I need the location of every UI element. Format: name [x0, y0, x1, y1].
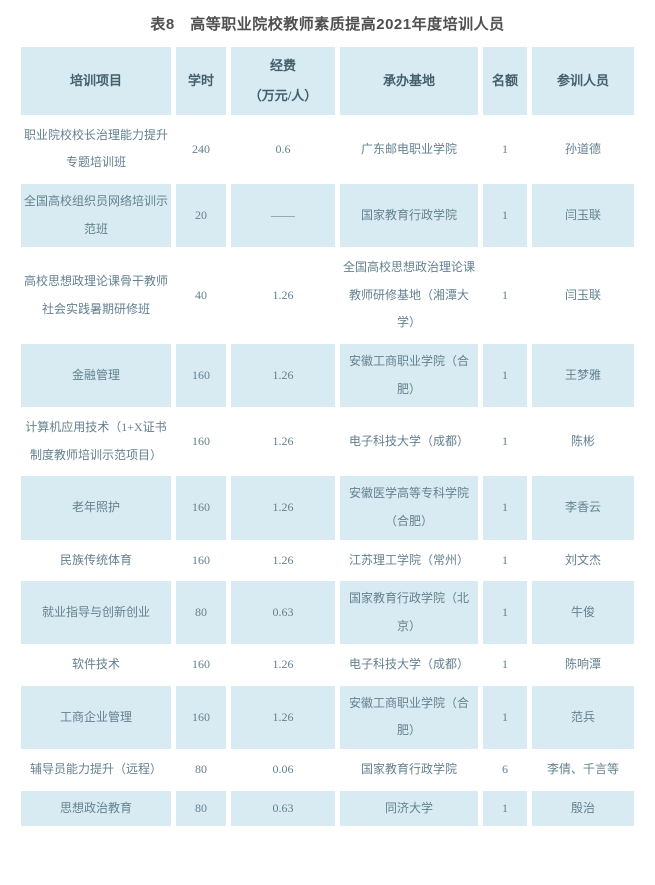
cell-hours: 40: [176, 250, 226, 341]
cell-quota: 1: [483, 581, 527, 645]
cell-project: 老年照护: [21, 476, 171, 540]
cell-participants: 李倩、千言等: [532, 752, 634, 788]
cell-base: 国家教育行政学院: [340, 183, 478, 248]
cell-hours: 80: [176, 752, 226, 788]
col-header-base: 承办基地: [340, 47, 478, 115]
cell-hours: 80: [176, 581, 226, 645]
cell-fee: 1.26: [231, 410, 335, 474]
cell-project: 高校思想政理论课骨干教师社会实践暑期研修班: [21, 250, 171, 341]
cell-base: 电子科技大学（成都）: [340, 410, 478, 474]
cell-quota: 1: [483, 685, 527, 750]
cell-project: 全国高校组织员网络培训示范班: [21, 183, 171, 248]
cell-hours: 160: [176, 476, 226, 540]
cell-project: 计算机应用技术（1+X证书制度教师培训示范项目）: [21, 410, 171, 474]
cell-participants: 陈响潭: [532, 647, 634, 683]
table-row: 金融管理 160 1.26 安徽工商职业学院（合肥） 1 王梦雅: [21, 343, 634, 408]
cell-quota: 1: [483, 250, 527, 341]
cell-fee: 0.06: [231, 752, 335, 788]
cell-fee: 1.26: [231, 250, 335, 341]
cell-project: 工商企业管理: [21, 685, 171, 750]
table-row: 辅导员能力提升（远程） 80 0.06 国家教育行政学院 6 李倩、千言等: [21, 752, 634, 788]
cell-hours: 160: [176, 410, 226, 474]
cell-project: 职业院校校长治理能力提升专题培训班: [21, 117, 171, 181]
cell-quota: 1: [483, 410, 527, 474]
cell-project: 金融管理: [21, 343, 171, 408]
cell-hours: 160: [176, 647, 226, 683]
cell-fee: 1.26: [231, 476, 335, 540]
col-header-fee: 经费 （万元/人）: [231, 47, 335, 115]
cell-base: 全国高校思想政治理论课教师研修基地（湘潭大学）: [340, 250, 478, 341]
table-row: 计算机应用技术（1+X证书制度教师培训示范项目） 160 1.26 电子科技大学…: [21, 410, 634, 474]
cell-quota: 1: [483, 647, 527, 683]
cell-participants: 陈彬: [532, 410, 634, 474]
cell-quota: 1: [483, 476, 527, 540]
cell-base: 江苏理工学院（常州）: [340, 542, 478, 579]
training-table: 培训项目 学时 经费 （万元/人） 承办基地 名额 参训人员 职业院校校长治理能…: [16, 44, 639, 829]
table-row: 软件技术 160 1.26 电子科技大学（成都） 1 陈响潭: [21, 647, 634, 683]
cell-fee: 0.63: [231, 581, 335, 645]
cell-project: 思想政治教育: [21, 790, 171, 827]
cell-participants: 闫玉联: [532, 250, 634, 341]
cell-fee: 1.26: [231, 685, 335, 750]
cell-quota: 1: [483, 117, 527, 181]
cell-base: 同济大学: [340, 790, 478, 827]
cell-project: 就业指导与创新创业: [21, 581, 171, 645]
cell-hours: 160: [176, 685, 226, 750]
cell-fee: 1.26: [231, 343, 335, 408]
cell-quota: 1: [483, 343, 527, 408]
cell-fee: 1.26: [231, 647, 335, 683]
cell-fee: 0.6: [231, 117, 335, 181]
cell-participants: 闫玉联: [532, 183, 634, 248]
cell-participants: 孙道德: [532, 117, 634, 181]
cell-hours: 80: [176, 790, 226, 827]
cell-participants: 刘文杰: [532, 542, 634, 579]
cell-participants: 李香云: [532, 476, 634, 540]
table-row: 老年照护 160 1.26 安徽医学高等专科学院（合肥） 1 李香云: [21, 476, 634, 540]
cell-hours: 160: [176, 542, 226, 579]
table-row: 职业院校校长治理能力提升专题培训班 240 0.6 广东邮电职业学院 1 孙道德: [21, 117, 634, 181]
cell-base: 国家教育行政学院: [340, 752, 478, 788]
table-row: 就业指导与创新创业 80 0.63 国家教育行政学院（北京） 1 牛俊: [21, 581, 634, 645]
cell-base: 电子科技大学（成都）: [340, 647, 478, 683]
table-row: 思想政治教育 80 0.63 同济大学 1 殷治: [21, 790, 634, 827]
cell-participants: 范兵: [532, 685, 634, 750]
cell-base: 安徽医学高等专科学院（合肥）: [340, 476, 478, 540]
col-header-participants: 参训人员: [532, 47, 634, 115]
cell-participants: 殷治: [532, 790, 634, 827]
cell-hours: 20: [176, 183, 226, 248]
cell-project: 软件技术: [21, 647, 171, 683]
cell-project: 辅导员能力提升（远程）: [21, 752, 171, 788]
cell-participants: 王梦雅: [532, 343, 634, 408]
cell-hours: 240: [176, 117, 226, 181]
cell-hours: 160: [176, 343, 226, 408]
cell-quota: 1: [483, 542, 527, 579]
cell-base: 广东邮电职业学院: [340, 117, 478, 181]
table-row: 民族传统体育 160 1.26 江苏理工学院（常州） 1 刘文杰: [21, 542, 634, 579]
cell-quota: 1: [483, 183, 527, 248]
cell-project: 民族传统体育: [21, 542, 171, 579]
header-row: 培训项目 学时 经费 （万元/人） 承办基地 名额 参训人员: [21, 47, 634, 115]
cell-fee: 1.26: [231, 542, 335, 579]
cell-quota: 6: [483, 752, 527, 788]
col-header-project: 培训项目: [21, 47, 171, 115]
cell-participants: 牛俊: [532, 581, 634, 645]
cell-fee: 0.63: [231, 790, 335, 827]
table-row: 全国高校组织员网络培训示范班 20 —— 国家教育行政学院 1 闫玉联: [21, 183, 634, 248]
table-row: 工商企业管理 160 1.26 安徽工商职业学院（合肥） 1 范兵: [21, 685, 634, 750]
cell-base: 安徽工商职业学院（合肥）: [340, 685, 478, 750]
cell-base: 安徽工商职业学院（合肥）: [340, 343, 478, 408]
col-header-quota: 名额: [483, 47, 527, 115]
cell-base: 国家教育行政学院（北京）: [340, 581, 478, 645]
col-header-hours: 学时: [176, 47, 226, 115]
table-title: 表8 高等职业院校教师素质提高2021年度培训人员: [150, 16, 505, 33]
cell-fee: ——: [231, 183, 335, 248]
table-row: 高校思想政理论课骨干教师社会实践暑期研修班 40 1.26 全国高校思想政治理论…: [21, 250, 634, 341]
cell-quota: 1: [483, 790, 527, 827]
